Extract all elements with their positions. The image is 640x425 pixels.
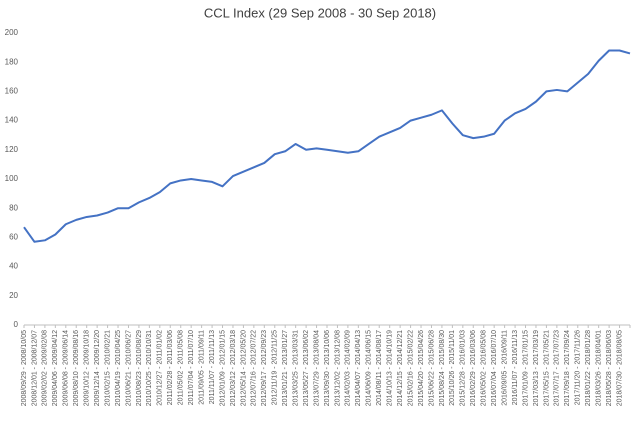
x-tick-label: 2014/04/07 - 2014/04/13: [355, 330, 362, 406]
y-tick-label: 140: [5, 116, 19, 125]
x-tick-label: 2008/12/01 - 2008/12/07: [31, 330, 38, 406]
x-tick-label: 2009/08/10 - 2009/08/16: [73, 330, 80, 406]
x-tick-label: 2013/01/21 - 2013/01/27: [282, 330, 289, 406]
x-tick-label: 2011/05/02 - 2011/05/08: [178, 330, 185, 405]
x-tick-label: 2018/01/22 - 2018/01/28: [585, 330, 592, 406]
x-tick-label: 2010/06/21 - 2010/06/27: [125, 330, 132, 406]
x-tick-label: 2009/10/12 - 2009/10/18: [84, 330, 91, 406]
x-tick-label: 2013/07/29 - 2013/08/04: [313, 330, 320, 406]
x-tick-label: 2017/09/18 - 2017/09/24: [564, 330, 571, 406]
x-tick-label: 2014/12/15 - 2014/12/21: [397, 330, 404, 406]
x-tick-label: 2011/07/04 - 2011/07/10: [188, 330, 195, 405]
x-tick-label: 2018/07/30 - 2018/08/05: [616, 330, 623, 406]
x-tick-label: 2017/01/09 - 2017/01/15: [522, 330, 529, 406]
x-tick-label: 2015/06/22 - 2015/06/28: [428, 330, 435, 406]
x-tick-label: 2012/07/16 - 2012/07/22: [251, 330, 258, 406]
x-tick-label: 2015/10/26 - 2015/11/01: [449, 330, 456, 406]
x-tick-label: 2015/12/28 - 2016/01/03: [460, 330, 467, 406]
x-tick-label: 2015/02/16 - 2015/02/22: [407, 330, 414, 406]
x-tick-label: 2012/03/12 - 2012/03/18: [230, 330, 237, 406]
y-tick-label: 0: [14, 320, 19, 329]
x-tick-label: 2016/11/07 - 2016/11/13: [512, 330, 519, 405]
x-tick-label: 2016/02/29 - 2016/03/06: [470, 330, 477, 406]
x-tick-label: 2010/08/23 - 2010/08/29: [136, 330, 143, 406]
x-tick-label: 2016/09/05 - 2016/09/11: [501, 330, 508, 406]
y-tick-label: 40: [9, 262, 18, 271]
x-tick-label: 2011/11/07 - 2011/11/13: [209, 330, 216, 404]
x-tick-label: 2013/05/27 - 2013/06/02: [303, 330, 310, 406]
x-tick-label: 2015/04/20 - 2015/04/26: [418, 330, 425, 406]
x-tick-label: 2012/11/19 - 2012/11/25: [272, 330, 279, 405]
x-tick-label: 2013/09/30 - 2013/10/06: [324, 330, 331, 406]
x-tick-label: 2012/09/17 - 2012/09/23: [261, 330, 268, 406]
chart-title: CCL Index (29 Sep 2008 - 30 Sep 2018): [204, 5, 436, 20]
x-tick-label: 2009/12/14 - 2009/12/20: [94, 330, 101, 406]
x-tick-label: 2011/09/05 - 2011/09/11: [198, 330, 205, 405]
x-tick-label: 2014/08/11 - 2014/08/17: [376, 330, 383, 406]
x-tick-label: 2010/02/15 - 2010/02/21: [104, 330, 111, 406]
x-tick-label: 2018/05/28 - 2018/06/03: [606, 330, 613, 406]
x-tick-label: 2014/02/03 - 2014/02/09: [345, 330, 352, 406]
x-tick-label: 2013/03/25 - 2013/03/31: [292, 330, 299, 406]
x-tick-label: 2013/12/02 - 2013/12/08: [334, 330, 341, 406]
y-tick-label: 80: [9, 203, 18, 212]
x-tick-label: 2012/05/14 - 2012/05/20: [240, 330, 247, 406]
y-tick-label: 60: [9, 233, 18, 242]
x-tick-label: 2009/06/08 - 2009/06/14: [63, 330, 70, 406]
x-tick-label: 2016/05/02 - 2016/05/08: [481, 330, 488, 406]
x-tick-label: 2017/05/15 - 2017/05/21: [543, 330, 550, 406]
x-tick-label: 2010/12/27 - 2011/01/02: [157, 330, 164, 406]
x-tick-label: 2011/02/28 - 2011/03/06: [167, 330, 174, 405]
x-tick-label: 2009/02/02 - 2009/02/08: [42, 330, 49, 406]
x-tick-label: 2012/01/09 - 2012/01/15: [219, 330, 226, 406]
y-tick-label: 200: [5, 28, 19, 37]
x-tick-label: 2017/11/20 - 2017/11/26: [575, 330, 582, 405]
x-tick-label: 2014/10/13 - 2014/10/19: [387, 330, 394, 406]
y-tick-label: 180: [5, 57, 19, 66]
x-tick-label: 2018/03/26 - 2018/04/01: [595, 330, 602, 406]
x-tick-label: 2017/07/17 - 2017/07/23: [554, 330, 561, 406]
x-tick-label: 2010/10/25 - 2010/10/31: [146, 330, 153, 406]
x-tick-label: 2008/09/29 - 2008/10/05: [21, 330, 28, 406]
x-tick-label: 2014/06/09 - 2014/06/15: [366, 330, 373, 406]
x-tick-label: 2009/04/06 - 2009/04/12: [52, 330, 59, 406]
y-tick-label: 160: [5, 87, 19, 96]
x-tick-label: 2016/07/04 - 2016/07/10: [491, 330, 498, 406]
y-tick-label: 20: [9, 291, 18, 300]
y-tick-label: 120: [5, 145, 19, 154]
y-tick-label: 100: [5, 174, 19, 183]
x-tick-label: 2010/04/19 - 2010/04/25: [115, 330, 122, 406]
line-series: [23, 49, 631, 243]
x-tick-label: 2015/08/24 - 2015/08/30: [439, 330, 446, 406]
x-tick-label: 2017/03/13 - 2017/03/19: [533, 330, 540, 406]
